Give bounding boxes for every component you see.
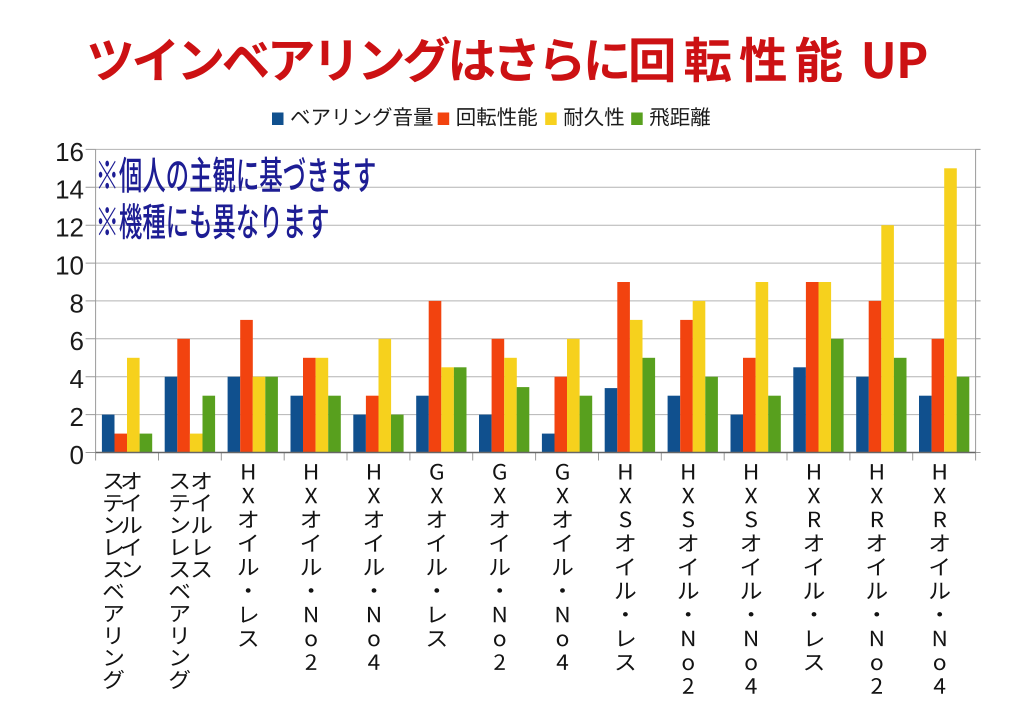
svg-text:4: 4 (70, 364, 84, 394)
svg-text:2: 2 (70, 402, 84, 432)
svg-text:6: 6 (70, 326, 84, 356)
svg-text:10: 10 (55, 251, 84, 281)
svg-text:8: 8 (70, 288, 84, 318)
svg-text:16: 16 (55, 137, 84, 167)
svg-text:14: 14 (55, 175, 84, 205)
svg-text:0: 0 (70, 440, 84, 470)
svg-text:12: 12 (55, 213, 84, 243)
